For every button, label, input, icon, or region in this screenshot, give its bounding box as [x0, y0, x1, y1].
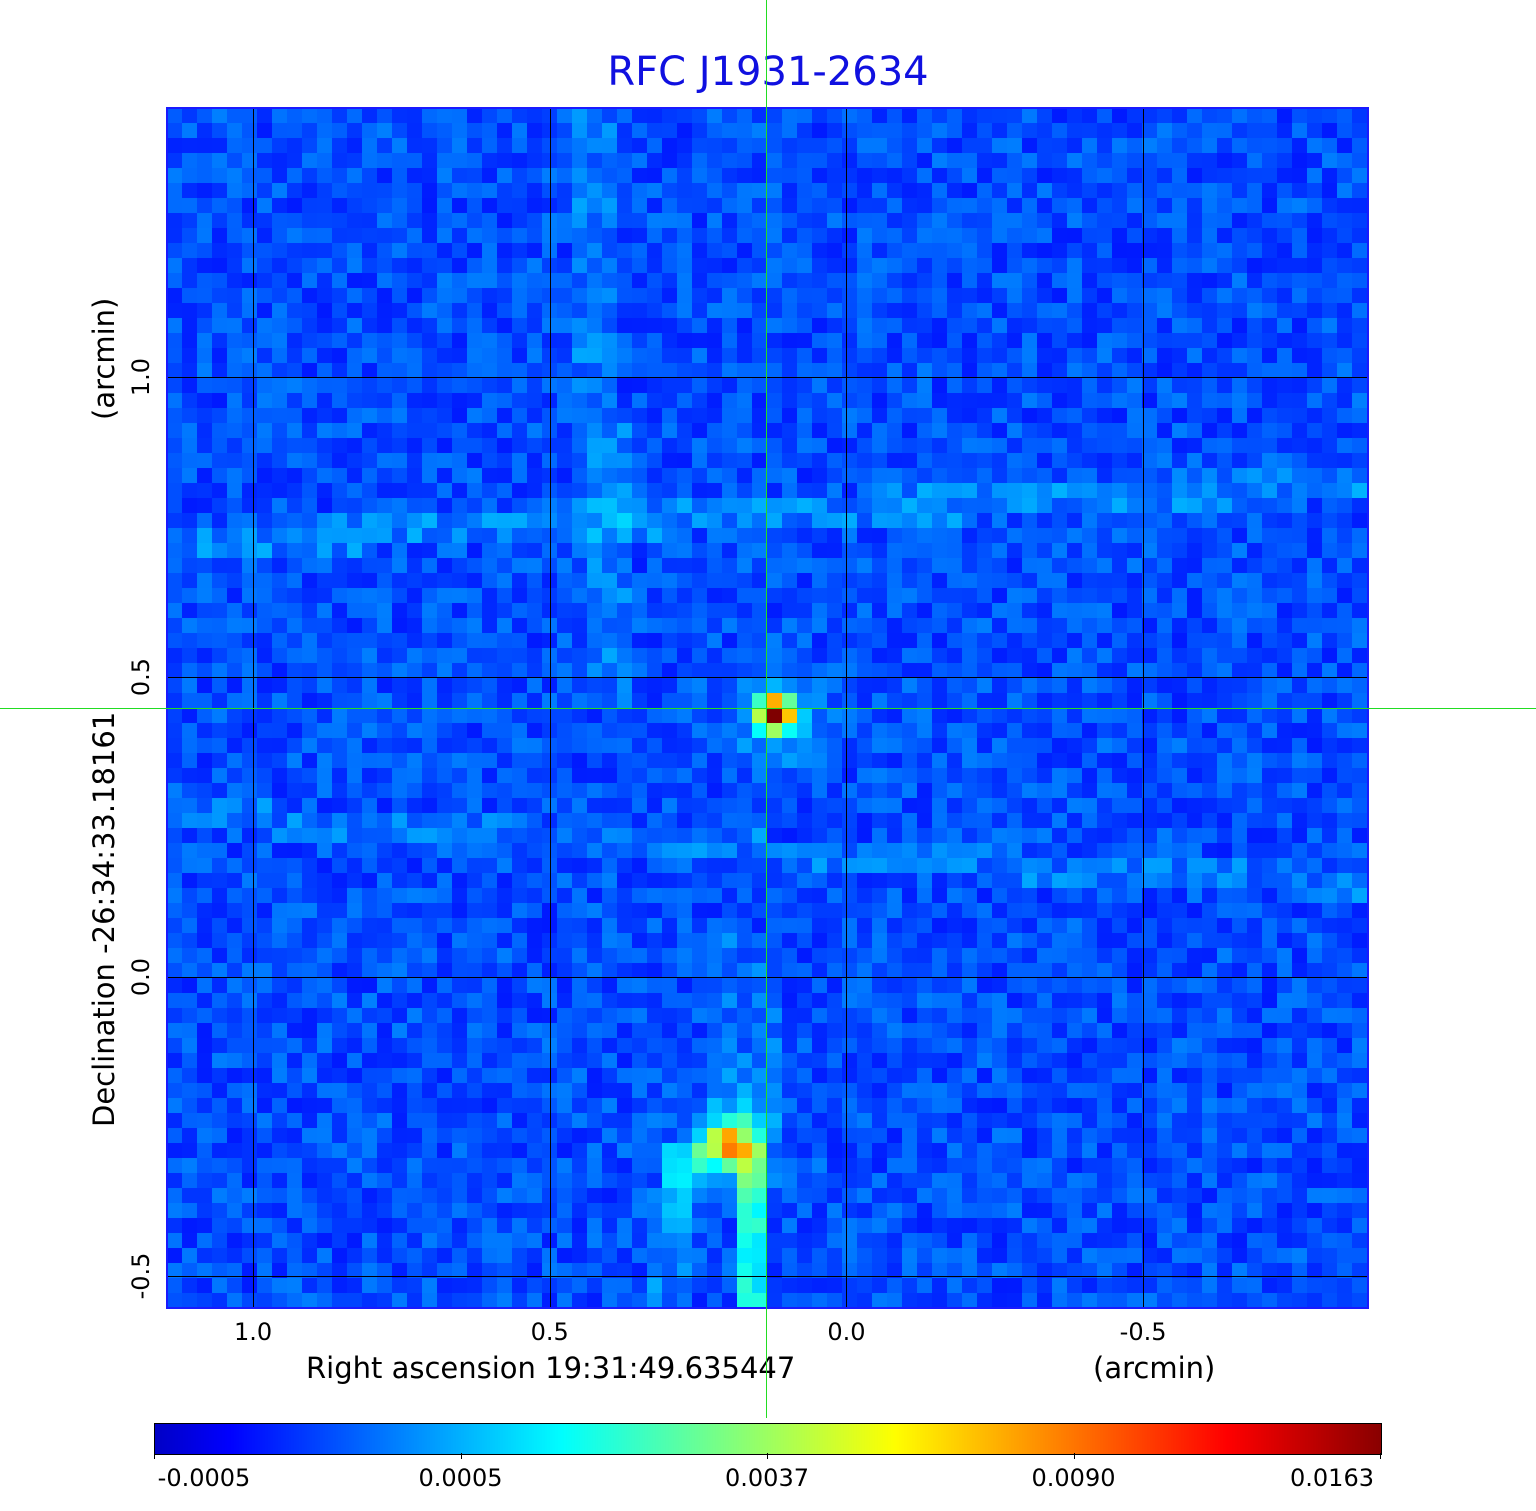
chart-title: RFC J1931-2634 — [607, 49, 929, 95]
y-tick-label: -0.5 — [127, 1252, 155, 1300]
y-axis-label: Declination -26:34:33.18161 — [87, 711, 121, 1127]
colorbar-tick-label: 0.0005 — [418, 1464, 503, 1492]
x-tick-label: 1.0 — [233, 1318, 273, 1346]
colorbar-tick — [460, 1453, 462, 1459]
x-axis-unit: (arcmin) — [1093, 1351, 1216, 1385]
colorbar-tick — [1380, 1453, 1381, 1459]
colorbar-tick-label: -0.0005 — [157, 1464, 251, 1492]
x-tick-label: -0.5 — [1119, 1318, 1167, 1346]
colorbar — [154, 1423, 1382, 1455]
colorbar-tick — [154, 1453, 155, 1459]
y-tick-label: 1.0 — [127, 358, 155, 397]
x-axis-label: Right ascension 19:31:49.635447 — [306, 1351, 796, 1385]
colorbar-tick-label: 0.0163 — [1290, 1464, 1374, 1492]
y-axis-unit: (arcmin) — [87, 297, 121, 420]
x-tick-label: 0.5 — [530, 1318, 569, 1346]
y-gridline — [167, 1276, 1368, 1278]
crosshair-vertical — [766, 0, 767, 1418]
y-tick-label: 0.0 — [127, 957, 155, 996]
x-tick-label: 0.0 — [827, 1318, 866, 1346]
crosshair-horizontal — [0, 708, 1536, 709]
colorbar-tick-label: 0.0090 — [1031, 1464, 1116, 1492]
colorbar-tick-label: 0.0037 — [725, 1464, 809, 1492]
y-gridline — [167, 976, 1368, 978]
y-gridline — [167, 377, 1368, 379]
y-gridline — [167, 676, 1368, 678]
colorbar-tick — [767, 1453, 768, 1459]
colorbar-tick — [1073, 1453, 1075, 1459]
y-tick-label: 0.5 — [127, 657, 155, 696]
